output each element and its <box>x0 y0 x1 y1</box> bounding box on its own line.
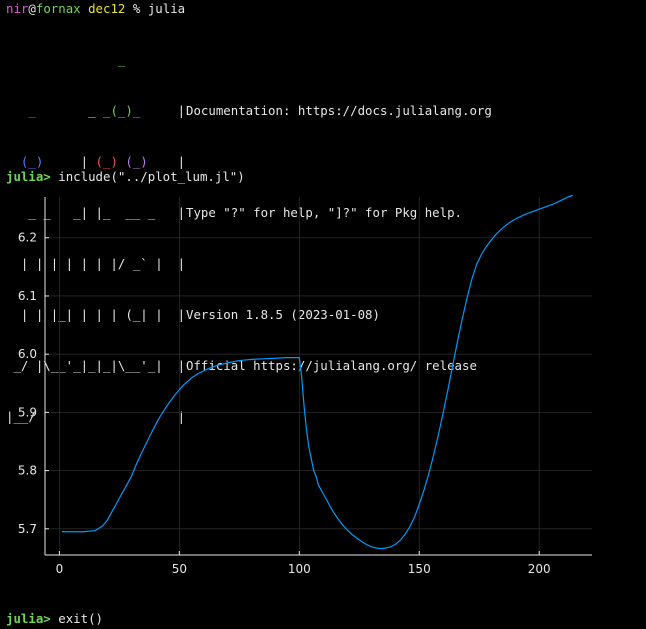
shell-dir: dec12 <box>88 1 126 16</box>
logo-line: |__/ | <box>6 409 186 424</box>
logo-line: (_) | (_) (_) | <box>20 154 186 169</box>
luminance-plot: 0 50 100 150 200 5.7 5.8 5.9 6.0 6.1 6.2 <box>18 194 592 576</box>
logo-line: | | | | | | |/ _` | | <box>6 256 186 271</box>
y-tick-label: 5.9 <box>18 405 37 419</box>
x-tick-label: 50 <box>172 562 187 576</box>
repl-line-include: julia> include("../plot_lum.jl") <box>6 168 245 185</box>
y-tick-label: 5.8 <box>18 464 37 478</box>
logo-line: | | |_| | | | (_| | | <box>6 307 186 322</box>
y-tick-label: 6.2 <box>18 231 37 245</box>
plot-tick-labels: 0 50 100 150 200 5.7 5.8 5.9 6.0 6.1 6.2 <box>18 231 551 576</box>
logo-line: _ _ _(_)_ | <box>28 103 186 118</box>
y-tick-label: 6.1 <box>18 289 37 303</box>
julia-logo-art: _ _ _ _(_)_ | (_) | (_) (_) | _ _ _| |_ … <box>6 17 185 459</box>
shell-at: @ <box>28 1 36 16</box>
banner-info-version: Version 1.8.5 (2023-01-08) <box>186 307 380 322</box>
julia-banner-info: Documentation: https://docs.julialang.or… <box>186 17 492 459</box>
banner-info-line <box>186 51 492 68</box>
julia-banner: _ _ _ _(_)_ | (_) | (_) (_) | _ _ _| |_ … <box>6 17 492 424</box>
logo-line: _ <box>6 52 126 67</box>
julia-prompt: julia> <box>6 611 51 626</box>
shell-host: fornax <box>35 1 81 16</box>
y-tick-label: 5.7 <box>18 522 37 536</box>
logo-line: _ _ _| |_ __ _ | <box>6 205 186 220</box>
shell-symbol: % <box>132 1 141 16</box>
x-tick-label: 0 <box>56 562 64 576</box>
julia-prompt: julia> <box>6 169 51 184</box>
series-line <box>61 194 574 550</box>
plot-axes <box>44 197 592 556</box>
y-tick-label: 6.0 <box>18 347 37 361</box>
repl-line-exit: julia> exit() <box>6 610 103 627</box>
shell-user: nir <box>6 1 29 16</box>
repl-command: exit() <box>58 611 103 626</box>
banner-info-help: Type "?" for help, "]?" for Pkg help. <box>186 205 463 220</box>
shell-command: julia <box>147 1 186 16</box>
x-tick-label: 200 <box>528 562 551 576</box>
repl-command: include("../plot_lum.jl") <box>58 169 245 184</box>
x-tick-label: 100 <box>288 562 311 576</box>
banner-info-documentation: Documentation: https://docs.julialang.or… <box>186 103 492 118</box>
x-tick-label: 150 <box>408 562 431 576</box>
logo-line: _/ |\__'_|_|_|\__'_| | <box>6 358 186 373</box>
plot-grid <box>45 197 592 555</box>
shell-prompt-line: nir@fornax dec12 % julia <box>6 0 185 17</box>
plot-series <box>61 194 574 550</box>
